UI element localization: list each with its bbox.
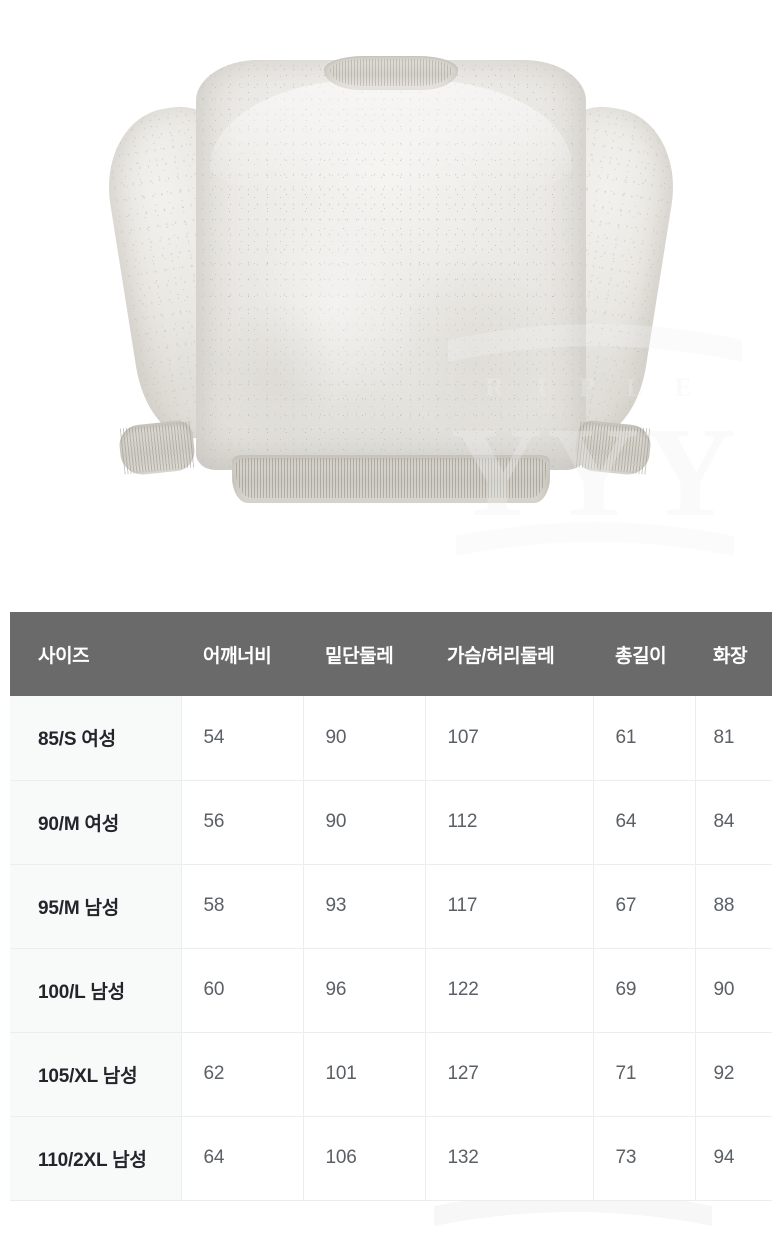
cell-sleeve: 90 bbox=[695, 948, 772, 1033]
table-body: 85/S 여성 54 90 107 61 81 90/M 여성 56 90 11… bbox=[10, 696, 772, 1201]
cell-size: 85/S 여성 bbox=[10, 696, 182, 781]
table-row: 95/M 남성 58 93 117 67 88 bbox=[10, 864, 772, 949]
cell-hem: 101 bbox=[303, 1032, 426, 1117]
table-row: 85/S 여성 54 90 107 61 81 bbox=[10, 696, 772, 781]
cell-chest: 107 bbox=[425, 696, 594, 781]
cell-sleeve: 88 bbox=[695, 864, 772, 949]
cell-chest: 112 bbox=[425, 780, 594, 865]
cuff-right bbox=[573, 419, 653, 477]
cell-sleeve: 94 bbox=[695, 1116, 772, 1201]
size-chart-table: 사이즈 어깨너비 밑단둘레 가슴/허리둘레 총길이 화장 85/S 여성 54 … bbox=[10, 612, 772, 1201]
sweatshirt-illustration bbox=[0, 0, 780, 600]
table-row: 105/XL 남성 62 101 127 71 92 bbox=[10, 1032, 772, 1117]
column-header-shoulder: 어깨너비 bbox=[181, 612, 303, 696]
cell-sleeve: 84 bbox=[695, 780, 772, 865]
cell-hem: 93 bbox=[303, 864, 426, 949]
header-row: 사이즈 어깨너비 밑단둘레 가슴/허리둘레 총길이 화장 bbox=[10, 612, 772, 696]
cell-length: 71 bbox=[593, 1032, 696, 1117]
table-row: 90/M 여성 56 90 112 64 84 bbox=[10, 780, 772, 865]
cell-length: 69 bbox=[593, 948, 696, 1033]
table-row: 110/2XL 남성 64 106 132 73 94 bbox=[10, 1116, 772, 1201]
cell-sleeve: 81 bbox=[695, 696, 772, 781]
column-header-hem: 밑단둘레 bbox=[303, 612, 425, 696]
cell-chest: 122 bbox=[425, 948, 594, 1033]
column-header-chest: 가슴/허리둘레 bbox=[425, 612, 593, 696]
cell-length: 73 bbox=[593, 1116, 696, 1201]
cell-hem: 106 bbox=[303, 1116, 426, 1201]
cell-size: 105/XL 남성 bbox=[10, 1032, 182, 1117]
cell-hem: 96 bbox=[303, 948, 426, 1033]
table-row: 100/L 남성 60 96 122 69 90 bbox=[10, 948, 772, 1033]
cell-hem: 90 bbox=[303, 696, 426, 781]
cell-size: 95/M 남성 bbox=[10, 864, 182, 949]
cell-shoulder: 60 bbox=[181, 948, 304, 1033]
cell-chest: 132 bbox=[425, 1116, 594, 1201]
cell-size: 100/L 남성 bbox=[10, 948, 182, 1033]
cuff-left bbox=[117, 419, 197, 477]
cell-sleeve: 92 bbox=[695, 1032, 772, 1117]
column-header-sleeve: 화장 bbox=[695, 612, 772, 696]
neck-rib bbox=[324, 56, 458, 90]
sweatshirt-body bbox=[196, 60, 586, 470]
cell-length: 61 bbox=[593, 696, 696, 781]
fabric-texture bbox=[196, 60, 586, 470]
column-header-size: 사이즈 bbox=[10, 612, 181, 696]
cell-shoulder: 54 bbox=[181, 696, 304, 781]
cell-shoulder: 64 bbox=[181, 1116, 304, 1201]
cell-chest: 127 bbox=[425, 1032, 594, 1117]
cell-shoulder: 58 bbox=[181, 864, 304, 949]
cell-hem: 90 bbox=[303, 780, 426, 865]
product-photo[interactable]: R I P L E YYY bbox=[0, 0, 780, 600]
cell-length: 67 bbox=[593, 864, 696, 949]
cell-size: 110/2XL 남성 bbox=[10, 1116, 182, 1201]
table-header: 사이즈 어깨너비 밑단둘레 가슴/허리둘레 총길이 화장 bbox=[10, 612, 772, 696]
cell-chest: 117 bbox=[425, 864, 594, 949]
size-chart-section: R I P L E YYY 사이즈 어깨너비 밑단둘레 가슴/허리둘레 총길 bbox=[0, 600, 780, 1236]
column-header-length: 총길이 bbox=[593, 612, 695, 696]
cell-size: 90/M 여성 bbox=[10, 780, 182, 865]
cell-shoulder: 62 bbox=[181, 1032, 304, 1117]
hem-rib bbox=[232, 455, 550, 503]
cell-length: 64 bbox=[593, 780, 696, 865]
cell-shoulder: 56 bbox=[181, 780, 304, 865]
